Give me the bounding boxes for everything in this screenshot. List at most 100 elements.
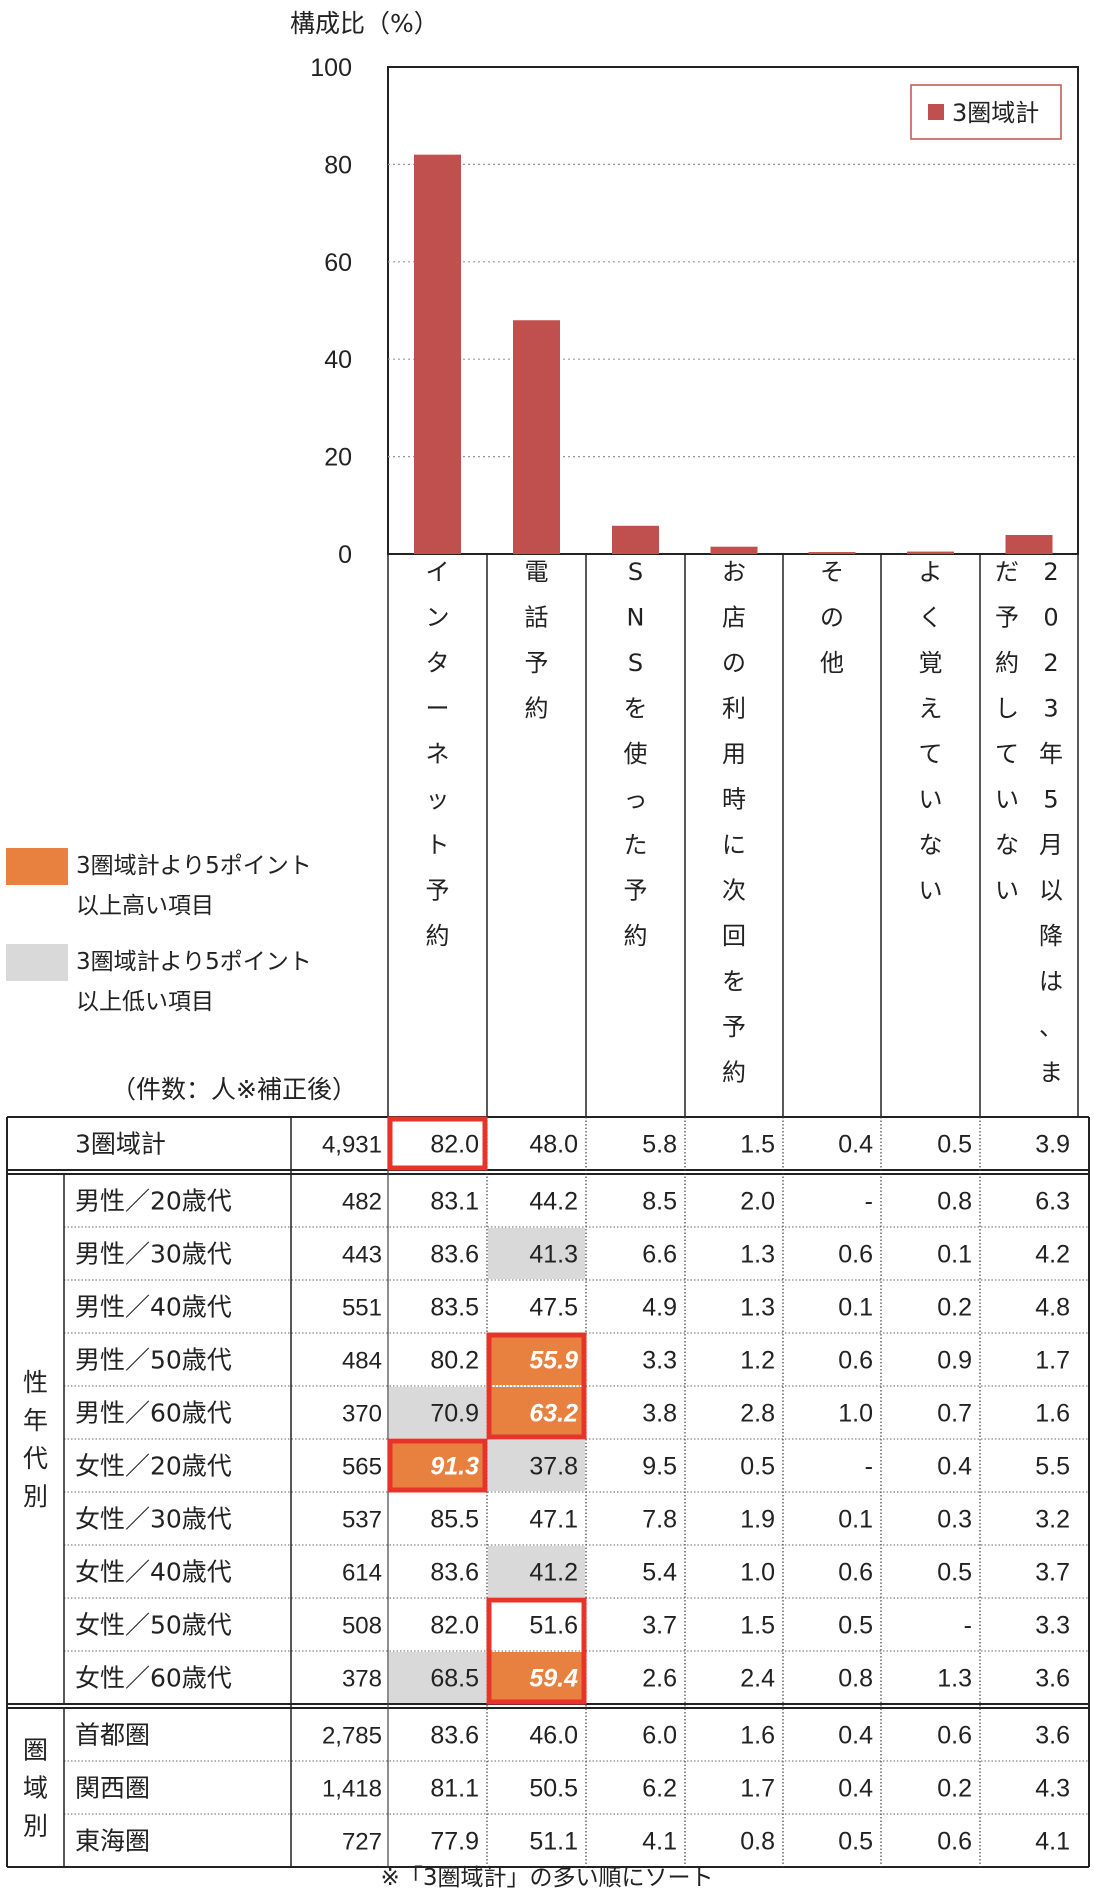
svg-text:性: 性: [23, 1368, 48, 1397]
row-label: 女性／50歳代: [75, 1611, 232, 1640]
y-tick-label: 60: [324, 249, 352, 277]
cell-value: 0.4: [838, 1722, 873, 1750]
svg-text:時: 時: [722, 786, 746, 814]
cell-value: 51.6: [529, 1612, 578, 1640]
cell-value: 1.2: [740, 1347, 775, 1375]
cell-value: 0.2: [937, 1775, 972, 1803]
cell-high-highlight: [488, 1387, 585, 1438]
svg-text:だ: だ: [995, 558, 1019, 586]
svg-text:年: 年: [1039, 740, 1063, 768]
cell-value: 0.6: [937, 1722, 972, 1750]
cell-value: 0.6: [838, 1559, 873, 1587]
cell-value: 9.5: [642, 1453, 677, 1481]
cell-value: 7.8: [642, 1506, 677, 1534]
svg-text:用: 用: [722, 740, 746, 768]
cell-value: 82.0: [430, 1612, 479, 1640]
table-emphasis-boxes: [387, 1116, 587, 1705]
svg-text:ン: ン: [426, 604, 450, 632]
cell-value: 83.6: [430, 1559, 479, 1587]
svg-text:は: は: [1039, 968, 1063, 996]
cell-value: 1.0: [740, 1559, 775, 1587]
cell-value: 1.0: [838, 1400, 873, 1428]
row-count: 508: [342, 1613, 382, 1640]
svg-text:い: い: [919, 786, 943, 814]
cell-value: 47.5: [529, 1294, 578, 1322]
row-label: 東海圏: [75, 1827, 150, 1856]
cell-value: 83.1: [430, 1188, 479, 1216]
svg-text:店: 店: [722, 604, 746, 632]
cell-value: 5.5: [1035, 1453, 1070, 1481]
cell-value: 2.4: [740, 1665, 775, 1693]
svg-text:約: 約: [995, 649, 1019, 677]
table-highlights: [389, 1228, 585, 1703]
svg-text:代: 代: [23, 1444, 48, 1473]
category-label: その他その他: [820, 558, 844, 677]
cell-value: 2.6: [642, 1665, 677, 1693]
y-tick-label: 0: [338, 541, 352, 569]
legend-high-swatch: [6, 848, 68, 885]
cell-value: 1.5: [740, 1131, 775, 1159]
cell-value: 47.1: [529, 1506, 578, 1534]
svg-text:予: 予: [722, 1013, 746, 1041]
cell-value: 4.8: [1035, 1294, 1070, 1322]
row-count: 1,418: [322, 1776, 382, 1803]
row-label: 男性／30歳代: [75, 1240, 232, 1269]
row-label: 女性／20歳代: [75, 1452, 232, 1481]
svg-text:い: い: [995, 877, 1019, 905]
svg-text:ッ: ッ: [426, 786, 450, 814]
row-count: 4,931: [322, 1132, 382, 1159]
svg-text:2: 2: [1043, 649, 1058, 677]
bar: [907, 551, 954, 554]
svg-text:別: 別: [23, 1812, 48, 1841]
cell-value: 0.4: [838, 1775, 873, 1803]
svg-text:3: 3: [1043, 695, 1058, 723]
svg-text:を: を: [624, 695, 648, 723]
svg-text:ま: ま: [1039, 1059, 1063, 1087]
svg-text:っ: っ: [624, 786, 648, 814]
legend-low-line2: 以上低い項目: [76, 989, 214, 1015]
cell-value: 3.7: [642, 1612, 677, 1640]
cell-value: 1.9: [740, 1506, 775, 1534]
cell-value: 0.5: [937, 1131, 972, 1159]
row-label: 男性／20歳代: [75, 1187, 232, 1216]
cell-value: 0.6: [937, 1828, 972, 1856]
bars: [414, 154, 1053, 554]
footnote: ※「3圏域計」の多い順にソート: [381, 1865, 714, 1891]
row-count: 614: [342, 1560, 382, 1587]
category-labels: インターネット予約インターネット予約電話予約電話予約SNSを使った予約SNSを使…: [426, 558, 1064, 1087]
svg-text:約: 約: [525, 695, 549, 723]
svg-text:た: た: [624, 831, 648, 859]
cell-value: 3.6: [1035, 1665, 1070, 1693]
cell-value: 0.8: [937, 1188, 972, 1216]
cell-high-highlight: [389, 1440, 486, 1491]
cell-value: 44.2: [529, 1188, 578, 1216]
y-tick-label: 80: [324, 151, 352, 179]
svg-text:に: に: [722, 831, 746, 859]
gridlines: [388, 163, 1078, 458]
svg-text:イ: イ: [426, 558, 450, 586]
cell-value: 1.7: [740, 1775, 775, 1803]
row-label: 関西圏: [75, 1774, 150, 1803]
row-count: 370: [342, 1401, 382, 1428]
y-tick-label: 40: [324, 346, 352, 374]
row-count: 443: [342, 1242, 382, 1269]
svg-text:な: な: [995, 831, 1019, 859]
svg-text:月: 月: [1039, 831, 1063, 859]
bar: [710, 546, 758, 554]
cell-value: 0.8: [838, 1665, 873, 1693]
cell-value: 80.2: [430, 1347, 479, 1375]
row-count: 727: [342, 1829, 382, 1856]
cell-value: 0.5: [937, 1559, 972, 1587]
cell-value: 91.3: [430, 1453, 479, 1481]
svg-text:い: い: [919, 877, 943, 905]
emphasis-box: [387, 1116, 488, 1171]
plot-frame: [387, 66, 1079, 555]
cell-value: 4.2: [1035, 1241, 1070, 1269]
svg-text:0: 0: [1043, 604, 1058, 632]
cell-value: 0.8: [740, 1828, 775, 1856]
cell-value: 0.5: [838, 1828, 873, 1856]
svg-text:え: え: [919, 695, 943, 723]
svg-text:よ: よ: [919, 558, 943, 586]
cell-value: 6.6: [642, 1241, 677, 1269]
